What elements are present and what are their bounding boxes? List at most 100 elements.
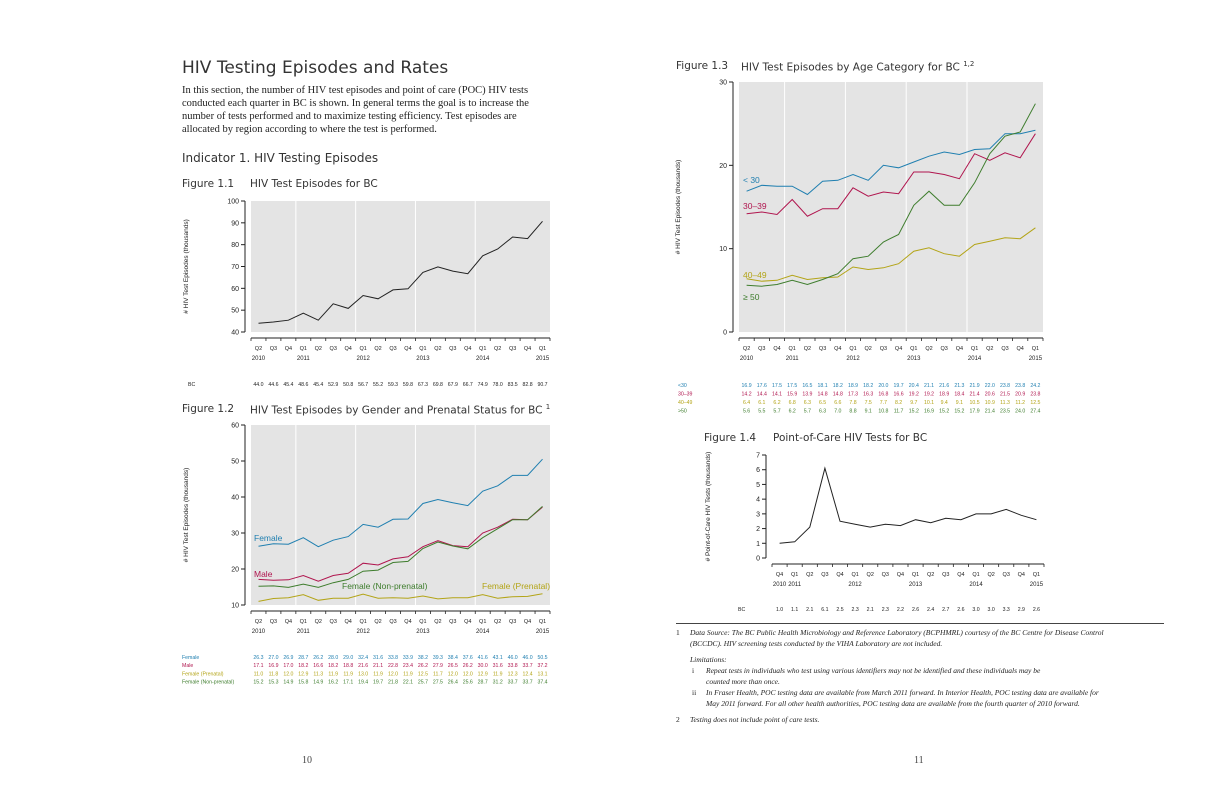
table-cell: 2.5 [836, 607, 843, 613]
limitations-heading: Limitations: [690, 655, 727, 664]
quarter-tick-label: Q2 [255, 619, 262, 625]
table-cell: 43.1 [493, 655, 503, 661]
y-tick-label: 70 [231, 264, 239, 271]
y-tick-label: 10 [719, 246, 727, 253]
table-cell: 12.0 [283, 671, 293, 677]
table-cell: 12.5 [418, 671, 428, 677]
quarter-tick-label: Q3 [941, 346, 948, 352]
table-cell: 52.9 [328, 382, 338, 388]
quarter-tick-label: Q1 [1033, 572, 1040, 578]
year-label: 2015 [536, 629, 550, 635]
table-cell: 50.5 [537, 655, 547, 661]
y-tick-label: 4 [756, 497, 760, 504]
quarter-tick-label: Q3 [758, 346, 765, 352]
quarter-tick-label: Q2 [925, 346, 932, 352]
table-cell: 23.5 [1000, 409, 1010, 415]
table-cell: 21.8 [388, 680, 398, 686]
footnote-number: 2 [676, 715, 680, 724]
table-cell: 31.2 [493, 680, 503, 686]
table-cell: 6.5 [819, 400, 826, 406]
year-label: 2010 [740, 356, 754, 362]
table-cell: 2.3 [882, 607, 889, 613]
limitation-text: counted more than once. [706, 677, 780, 686]
series-label: Female (Prenatal) [482, 581, 550, 591]
footnote-2: 2 Testing does not include point of care… [676, 714, 1166, 725]
figure-title: HIV Test Episodes by Age Category for BC… [741, 60, 974, 74]
table-cell: 17.3 [848, 392, 858, 398]
limitation-text: May 2011 forward. For all other health a… [706, 699, 1080, 708]
table-cell: 83.5 [508, 382, 518, 388]
table-cell: 78.0 [493, 382, 503, 388]
quarter-tick-label: Q2 [494, 346, 501, 352]
quarter-tick-label: Q1 [419, 619, 426, 625]
table-cell: 16.9 [742, 383, 752, 389]
table-cell: 7.5 [865, 400, 872, 406]
table-cell: 59.3 [388, 382, 398, 388]
table-cell: 9.7 [910, 400, 917, 406]
quarter-tick-label: Q1 [479, 619, 486, 625]
table-cell: 11.3 [1000, 400, 1010, 406]
year-label: 2011 [786, 356, 800, 362]
quarter-tick-label: Q3 [880, 346, 887, 352]
table-cell: 10.1 [924, 400, 934, 406]
quarter-tick-label: Q1 [539, 619, 546, 625]
quarter-tick-label: Q3 [330, 619, 337, 625]
footnote-divider [676, 623, 1164, 624]
series-label: 40–49 [743, 270, 767, 280]
table-cell: 20.4 [909, 383, 919, 389]
table-cell: 21.1 [924, 383, 934, 389]
limitation-text: Repeat tests in individuals who test usi… [706, 666, 1041, 675]
series-label: 30–39 [743, 201, 767, 211]
table-cell: 11.9 [493, 671, 503, 677]
intro-paragraph: In this section, the number of HIV test … [182, 84, 562, 136]
table-cell: 22.0 [985, 383, 995, 389]
table-cell: 21.4 [985, 409, 995, 415]
year-label: 2011 [297, 629, 311, 635]
quarter-tick-label: Q2 [927, 572, 934, 578]
quarter-tick-label: Q4 [404, 346, 411, 352]
table-cell: 33.8 [508, 663, 518, 669]
table-cell: 26.2 [418, 663, 428, 669]
table-cell: 31.6 [373, 655, 383, 661]
table-cell: 41.6 [478, 655, 488, 661]
table-cell: 12.5 [1030, 400, 1040, 406]
quarter-tick-label: Q1 [359, 619, 366, 625]
footnote-text: Data Source: The BC Public Health Microb… [690, 628, 1104, 637]
y-tick-label: 7 [756, 453, 760, 460]
series-label: Female [254, 533, 283, 543]
year-label: 2012 [848, 582, 862, 588]
y-tick-label: 0 [723, 330, 727, 337]
table-cell: 66.7 [463, 382, 473, 388]
footnote-1: 1 Data Source: The BC Public Health Micr… [676, 627, 1166, 649]
year-label: 2011 [297, 356, 311, 362]
quarter-tick-label: Q3 [509, 619, 516, 625]
year-label: 2015 [536, 356, 550, 362]
table-cell: 6.3 [819, 409, 826, 415]
table-row-label: Female [182, 655, 199, 661]
table-cell: 25.6 [463, 680, 473, 686]
year-label: 2014 [969, 582, 983, 588]
quarter-tick-label: Q1 [910, 346, 917, 352]
quarter-tick-label: Q3 [819, 346, 826, 352]
quarter-tick-label: Q1 [300, 346, 307, 352]
y-axis-label: # HIV Test Episodes (thousands) [675, 160, 682, 255]
limitation-text: In Fraser Health, POC testing data are a… [706, 688, 1099, 697]
table-cell: 1.1 [791, 607, 798, 613]
table-cell: 5.6 [743, 409, 750, 415]
quarter-tick-label: Q1 [851, 572, 858, 578]
table-cell: 18.2 [298, 663, 308, 669]
table-cell: 12.0 [388, 671, 398, 677]
quarter-tick-label: Q2 [867, 572, 874, 578]
quarter-tick-label: Q3 [882, 572, 889, 578]
table-cell: 15.9 [787, 392, 797, 398]
table-cell: 23.4 [403, 663, 413, 669]
table-cell: 55.2 [373, 382, 383, 388]
quarter-tick-label: Q2 [806, 572, 813, 578]
table-cell: 37.4 [537, 680, 547, 686]
quarter-tick-label: Q1 [359, 346, 366, 352]
series-line [258, 506, 543, 582]
table-cell: 8.8 [849, 409, 856, 415]
table-cell: 7.7 [880, 400, 887, 406]
quarter-tick-label: Q3 [270, 619, 277, 625]
table-cell: 15.8 [298, 680, 308, 686]
